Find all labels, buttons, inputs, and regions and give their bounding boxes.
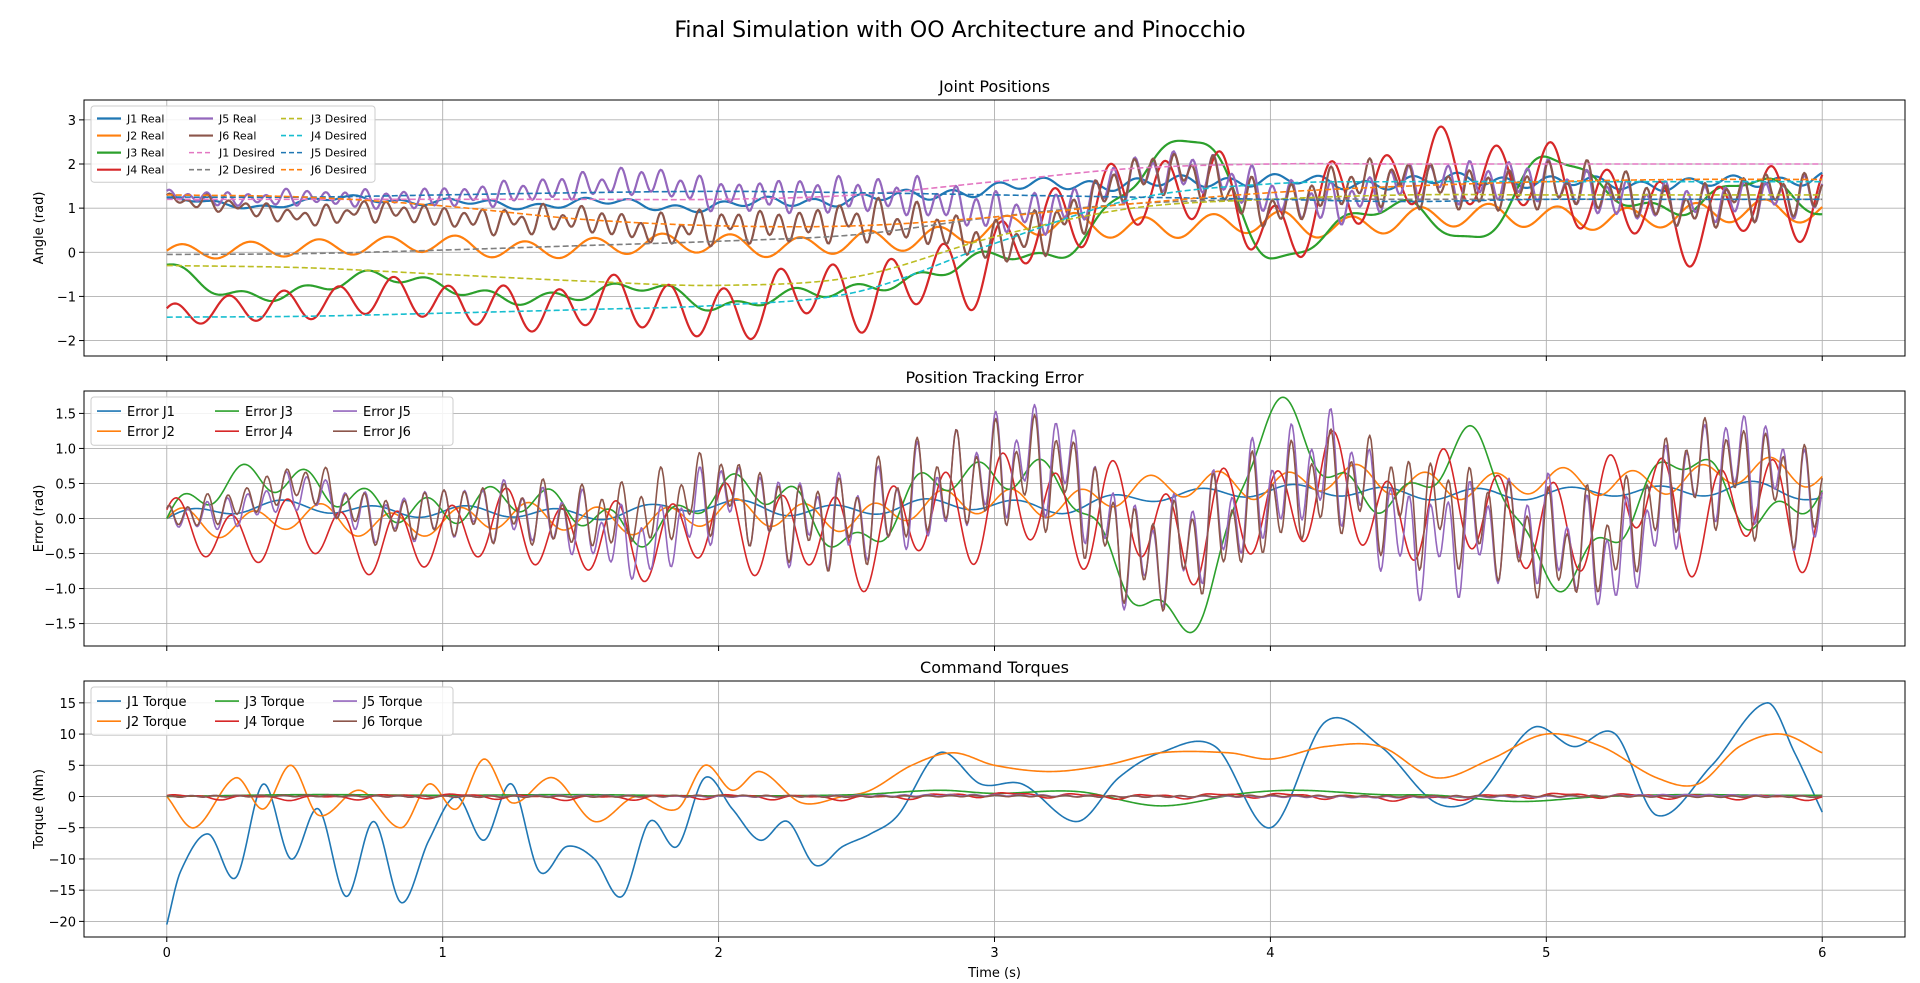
series-line-j3-real <box>166 139 1823 312</box>
axes-title: Position Tracking Error <box>905 368 1084 387</box>
x-tick-label: 3 <box>990 946 998 961</box>
y-tick-label: −20 <box>49 915 76 930</box>
y-tick-label: 10 <box>59 728 76 743</box>
legend: J1 Torque J2 Torque J3 Torque J4 Torque J5 T… <box>90 686 454 736</box>
legend-label-j1-real: J1 Real <box>126 112 164 125</box>
legend-label-j3-torque: J3 Torque <box>244 695 305 710</box>
y-tick-label: −2 <box>57 335 76 350</box>
legend-frame <box>90 396 454 446</box>
series-line-j6-real <box>165 152 1824 263</box>
plot-area <box>165 702 1823 925</box>
x-tick-label: 5 <box>1542 946 1550 961</box>
y-axis-label: Angle (rad) <box>32 192 47 265</box>
legend-label-error-j5: Error J5 <box>363 405 411 420</box>
y-tick-label: −5 <box>57 822 76 837</box>
legend-label-error-j3: Error J3 <box>245 405 293 420</box>
y-tick-label: −1.0 <box>44 583 76 598</box>
y-tick-label: 1.0 <box>55 442 76 457</box>
legend-label-j4-real: J4 Real <box>126 164 164 177</box>
x-tick-label: 2 <box>714 946 722 961</box>
legend-frame <box>90 686 454 736</box>
y-tick-label: 0 <box>68 791 76 806</box>
y-tick-label: 2 <box>68 158 76 173</box>
legend-label-j4-torque: J4 Torque <box>244 715 305 730</box>
legend-frame <box>90 105 376 183</box>
legend-label-j2-desired: J2 Desired <box>218 164 275 177</box>
legend-label-j6-real: J6 Real <box>218 130 256 143</box>
y-axis-label: Error (rad) <box>32 485 47 553</box>
x-tick-label: 1 <box>439 946 447 961</box>
legend-label-error-j6: Error J6 <box>363 425 411 440</box>
x-tick-label: 4 <box>1266 946 1274 961</box>
plot-area <box>165 125 1824 341</box>
legend: J1 Real J2 Real J3 Real J4 Real J5 Real J6 Re… <box>90 105 376 183</box>
legend-label-error-j1: Error J1 <box>127 405 175 420</box>
legend-label-j1-torque: J1 Torque <box>126 695 187 710</box>
legend-label-j5-desired: J5 Desired <box>310 147 367 160</box>
legend-label-error-j4: Error J4 <box>245 425 293 440</box>
legend-label-error-j2: Error J2 <box>127 425 175 440</box>
y-tick-label: −1 <box>57 290 76 305</box>
legend-label-j2-real: J2 Real <box>126 130 164 143</box>
legend: Error J1 Error J2 Error J3 Error J4 Error J5… <box>90 396 454 446</box>
series-line-j5-desired <box>166 190 1823 203</box>
x-tick-label: 6 <box>1818 946 1826 961</box>
series-line-j1-torque <box>165 702 1823 925</box>
series-line-j4-torque <box>166 792 1823 802</box>
y-tick-label: 0.5 <box>55 477 76 492</box>
legend-label-j4-desired: J4 Desired <box>310 130 367 143</box>
y-tick-label: 3 <box>68 114 76 129</box>
series-line-j4-real <box>165 125 1824 341</box>
legend-label-j6-desired: J6 Desired <box>310 164 367 177</box>
legend-label-j1-desired: J1 Desired <box>218 147 275 160</box>
series-line-error-j6 <box>166 413 1824 612</box>
y-tick-label: −15 <box>49 884 76 899</box>
series-line-j2-torque <box>166 732 1823 829</box>
legend-label-j5-real: J5 Real <box>218 112 256 125</box>
y-tick-label: 0.0 <box>55 513 76 528</box>
legend-label-j3-real: J3 Real <box>126 147 164 160</box>
axes-title: Command Torques <box>920 658 1069 677</box>
y-tick-label: −1.5 <box>44 618 76 633</box>
y-tick-label: 1.5 <box>55 407 76 422</box>
y-tick-label: 5 <box>68 759 76 774</box>
y-tick-label: −0.5 <box>44 548 76 563</box>
series-line-j3-desired <box>166 193 1823 287</box>
y-axis-label: Torque (Nm) <box>32 769 47 850</box>
y-tick-label: 0 <box>68 246 76 261</box>
legend-label-j5-torque: J5 Torque <box>362 695 423 710</box>
x-tick-label: 0 <box>163 946 171 961</box>
legend-label-j6-torque: J6 Torque <box>362 715 423 730</box>
figure-suptitle: Final Simulation with OO Architecture an… <box>674 18 1245 43</box>
subplot-joint-positions: −2 −1 0 1 2 3 Joint Positions Angle (rad) J1 Rea… <box>32 77 1906 361</box>
plot-area <box>166 396 1824 634</box>
y-tick-label: −10 <box>49 853 76 868</box>
legend-label-j3-desired: J3 Desired <box>310 112 367 125</box>
series-line-j1-desired <box>166 162 1823 201</box>
y-tick-label: 1 <box>68 202 76 217</box>
subplot-position-tracking-error: −1.5 −1.0 −0.5 0.0 0.5 1.0 1.5 Position Trackin… <box>32 368 1906 651</box>
x-axis-label: Time (s) <box>967 966 1021 981</box>
axes-title: Joint Positions <box>938 77 1050 96</box>
series-line-j6-desired <box>166 178 1823 228</box>
subplot-command-torques: 0 1 2 3 4 5 6 −20 −15 −10 −5 0 5 10 15 Command Torques T… <box>32 658 1906 981</box>
y-tick-label: 15 <box>59 697 76 712</box>
legend-label-j2-torque: J2 Torque <box>126 715 187 730</box>
series-line-j6-torque <box>166 794 1823 799</box>
